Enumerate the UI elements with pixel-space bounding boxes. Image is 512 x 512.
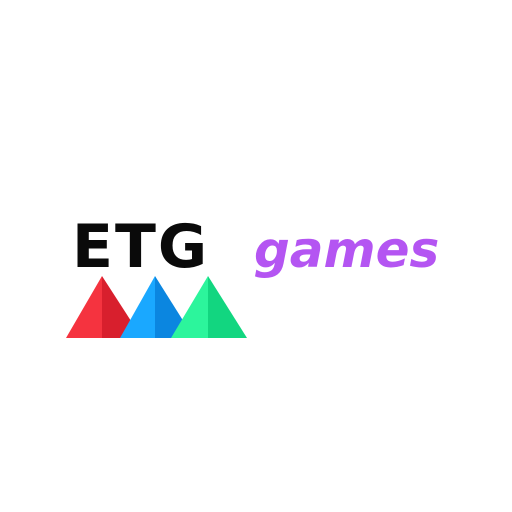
- triangle-group: [66, 276, 247, 338]
- logo-etg-text: ETG: [72, 212, 209, 282]
- logo-games-text: games: [254, 221, 439, 279]
- green-triangle-icon: [171, 276, 247, 338]
